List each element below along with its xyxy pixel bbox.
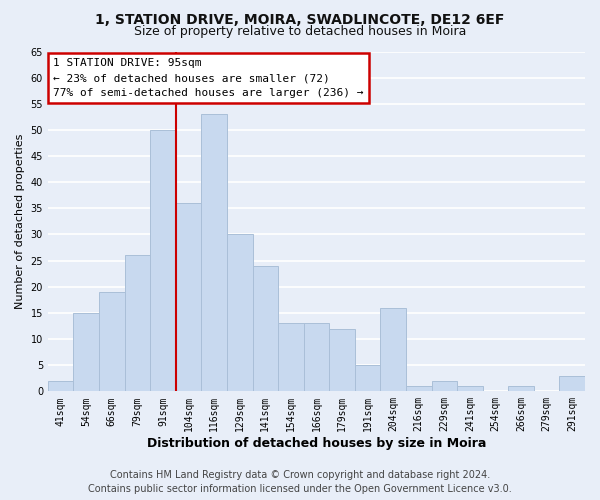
Bar bbox=[253, 266, 278, 392]
Text: Size of property relative to detached houses in Moira: Size of property relative to detached ho… bbox=[134, 25, 466, 38]
Bar bbox=[73, 313, 99, 392]
Text: 1 STATION DRIVE: 95sqm
← 23% of detached houses are smaller (72)
77% of semi-det: 1 STATION DRIVE: 95sqm ← 23% of detached… bbox=[53, 58, 364, 98]
Bar bbox=[457, 386, 482, 392]
Text: Contains HM Land Registry data © Crown copyright and database right 2024.
Contai: Contains HM Land Registry data © Crown c… bbox=[88, 470, 512, 494]
Bar bbox=[125, 256, 150, 392]
Text: 1, STATION DRIVE, MOIRA, SWADLINCOTE, DE12 6EF: 1, STATION DRIVE, MOIRA, SWADLINCOTE, DE… bbox=[95, 12, 505, 26]
Bar bbox=[508, 386, 534, 392]
Bar bbox=[150, 130, 176, 392]
Bar bbox=[48, 381, 73, 392]
Bar bbox=[304, 324, 329, 392]
Bar bbox=[278, 324, 304, 392]
Y-axis label: Number of detached properties: Number of detached properties bbox=[15, 134, 25, 309]
Bar bbox=[406, 386, 431, 392]
Bar bbox=[329, 328, 355, 392]
X-axis label: Distribution of detached houses by size in Moira: Distribution of detached houses by size … bbox=[147, 437, 486, 450]
Bar bbox=[176, 203, 202, 392]
Bar bbox=[355, 365, 380, 392]
Bar bbox=[99, 292, 125, 392]
Bar bbox=[431, 381, 457, 392]
Bar bbox=[380, 308, 406, 392]
Bar bbox=[559, 376, 585, 392]
Bar bbox=[202, 114, 227, 392]
Bar bbox=[227, 234, 253, 392]
